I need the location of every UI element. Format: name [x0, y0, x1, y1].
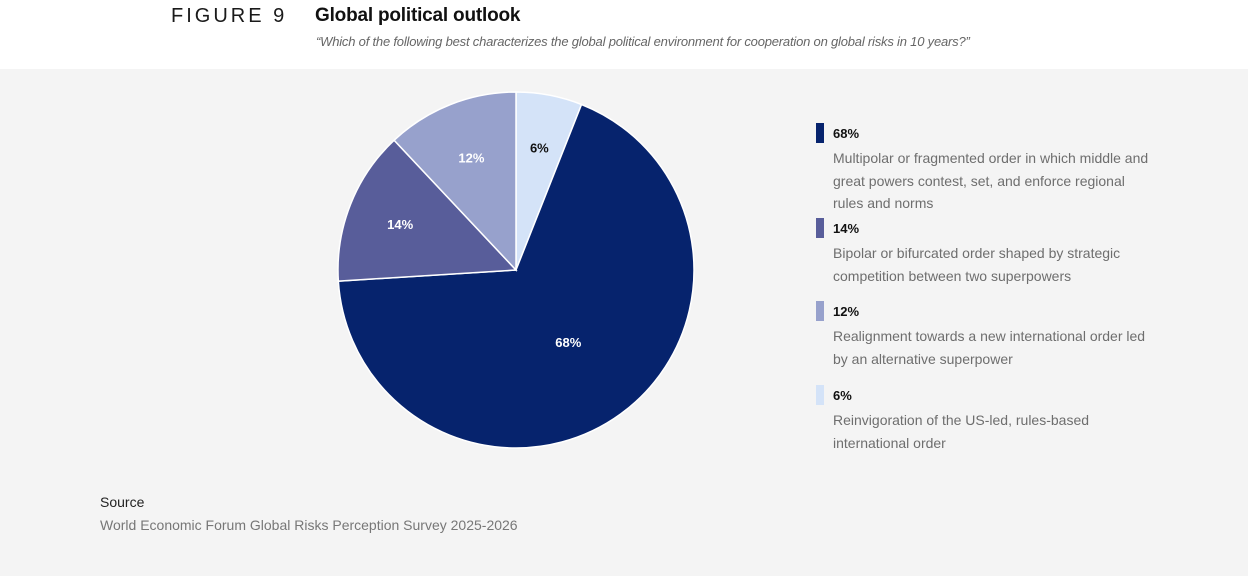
legend-swatch	[816, 301, 824, 321]
slice-label: 12%	[458, 150, 484, 165]
legend-percent: 12%	[833, 304, 860, 319]
chart-title: Global political outlook	[315, 5, 521, 26]
figure-number: FIGURE 9	[171, 5, 288, 27]
pie-slice	[337, 139, 518, 282]
legend-description: Realignment towards a new international …	[833, 328, 1146, 367]
legend-percent: 14%	[833, 221, 860, 236]
pie-slice	[393, 91, 517, 272]
chart-subtitle: “Which of the following best characteriz…	[316, 34, 970, 49]
figure-header: FIGURE 9 Global political outlook “Which…	[0, 0, 1248, 69]
legend-description: Bipolar or bifurcated order shaped by st…	[833, 245, 1121, 284]
pie-chart: 6% 68% 14% 12%	[337, 91, 695, 449]
slice-label: 6%	[530, 141, 549, 156]
legend-swatch	[816, 218, 824, 238]
legend-description: Reinvigoration of the US-led, rules-base…	[833, 412, 1090, 451]
source-text: World Economic Forum Global Risks Percep…	[100, 517, 518, 533]
legend-swatch	[816, 123, 824, 143]
slice-label: 68%	[555, 335, 581, 350]
source-heading: Source	[100, 494, 145, 510]
pie-slice	[337, 103, 695, 449]
chart-panel: 6% 68% 14% 12% 68% Multipolar or fragmented…	[0, 69, 1248, 576]
legend-percent: 6%	[833, 388, 852, 403]
legend-percent: 68%	[833, 126, 860, 141]
legend-swatch	[816, 385, 824, 405]
legend-description: Multipolar or fragmented order in which …	[833, 150, 1149, 211]
slice-label: 14%	[387, 217, 413, 232]
